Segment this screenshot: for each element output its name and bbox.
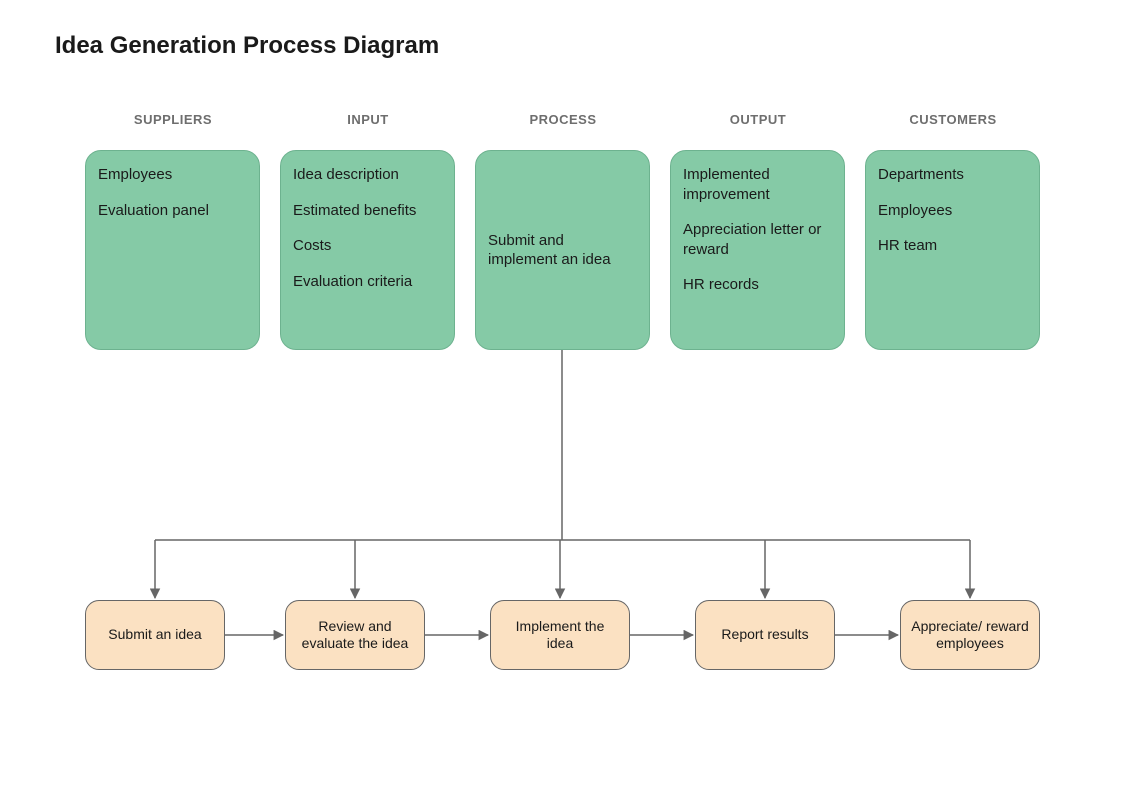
step-report: Report results — [695, 600, 835, 670]
sipoc-item: Appreciation letter or reward — [683, 220, 832, 259]
sipoc-item: HR records — [683, 275, 832, 295]
sipoc-item: Departments — [878, 165, 1027, 185]
sipoc-item: Submit and implement an idea — [488, 231, 637, 270]
sipoc-item: Employees — [98, 165, 247, 185]
step-review: Review and evaluate the idea — [285, 600, 425, 670]
header-output: OUTPUT — [678, 112, 838, 127]
sipoc-box-process: Submit and implement an idea — [475, 150, 650, 350]
sipoc-item: Evaluation panel — [98, 201, 247, 221]
step-appreciate: Appreciate/ reward employees — [900, 600, 1040, 670]
sipoc-box-output: Implemented improvement Appreciation let… — [670, 150, 845, 350]
sipoc-box-suppliers: Employees Evaluation panel — [85, 150, 260, 350]
sipoc-item: Costs — [293, 236, 442, 256]
sipoc-item: Evaluation criteria — [293, 272, 442, 292]
sipoc-item: Employees — [878, 201, 1027, 221]
step-submit: Submit an idea — [85, 600, 225, 670]
page-title: Idea Generation Process Diagram — [55, 32, 439, 60]
sipoc-item: HR team — [878, 236, 1027, 256]
sipoc-item: Idea description — [293, 165, 442, 185]
header-input: INPUT — [288, 112, 448, 127]
header-process: PROCESS — [483, 112, 643, 127]
step-implement: Implement the idea — [490, 600, 630, 670]
sipoc-item: Estimated benefits — [293, 201, 442, 221]
sipoc-box-customers: Departments Employees HR team — [865, 150, 1040, 350]
header-customers: CUSTOMERS — [873, 112, 1033, 127]
sipoc-box-input: Idea description Estimated benefits Cost… — [280, 150, 455, 350]
header-suppliers: SUPPLIERS — [93, 112, 253, 127]
sipoc-item: Implemented improvement — [683, 165, 832, 204]
